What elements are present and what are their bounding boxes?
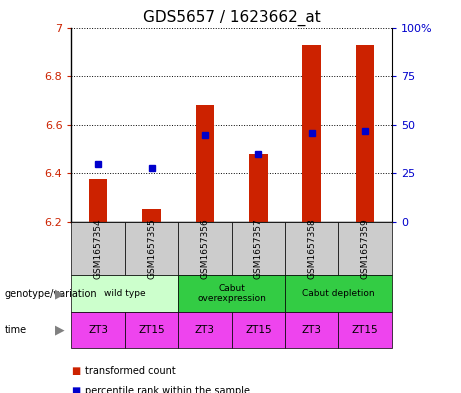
Text: wild type: wild type bbox=[104, 289, 146, 298]
Text: ZT15: ZT15 bbox=[352, 325, 378, 335]
Text: ZT3: ZT3 bbox=[88, 325, 108, 335]
Text: ZT3: ZT3 bbox=[302, 325, 322, 335]
Text: GSM1657359: GSM1657359 bbox=[361, 218, 370, 279]
Text: ■: ■ bbox=[71, 366, 81, 376]
Text: transformed count: transformed count bbox=[85, 366, 176, 376]
Text: GSM1657356: GSM1657356 bbox=[201, 218, 209, 279]
Text: GSM1657355: GSM1657355 bbox=[147, 218, 156, 279]
Text: GSM1657357: GSM1657357 bbox=[254, 218, 263, 279]
Text: GSM1657358: GSM1657358 bbox=[307, 218, 316, 279]
Text: Cabut depletion: Cabut depletion bbox=[302, 289, 375, 298]
Bar bbox=[356, 44, 374, 222]
Text: ▶: ▶ bbox=[55, 323, 65, 337]
Text: time: time bbox=[5, 325, 27, 335]
Text: ■: ■ bbox=[71, 386, 81, 393]
Bar bbox=[302, 44, 321, 222]
Text: percentile rank within the sample: percentile rank within the sample bbox=[85, 386, 250, 393]
Bar bbox=[89, 180, 107, 222]
Bar bbox=[195, 105, 214, 222]
Title: GDS5657 / 1623662_at: GDS5657 / 1623662_at bbox=[143, 10, 320, 26]
Text: ZT3: ZT3 bbox=[195, 325, 215, 335]
Text: ZT15: ZT15 bbox=[245, 325, 272, 335]
Bar bbox=[142, 209, 161, 222]
Text: ▶: ▶ bbox=[55, 287, 65, 300]
Text: Cabut
overexpression: Cabut overexpression bbox=[197, 284, 266, 303]
Bar bbox=[249, 154, 268, 222]
Text: ZT15: ZT15 bbox=[138, 325, 165, 335]
Text: genotype/variation: genotype/variation bbox=[5, 289, 97, 299]
Text: GSM1657354: GSM1657354 bbox=[94, 218, 103, 279]
